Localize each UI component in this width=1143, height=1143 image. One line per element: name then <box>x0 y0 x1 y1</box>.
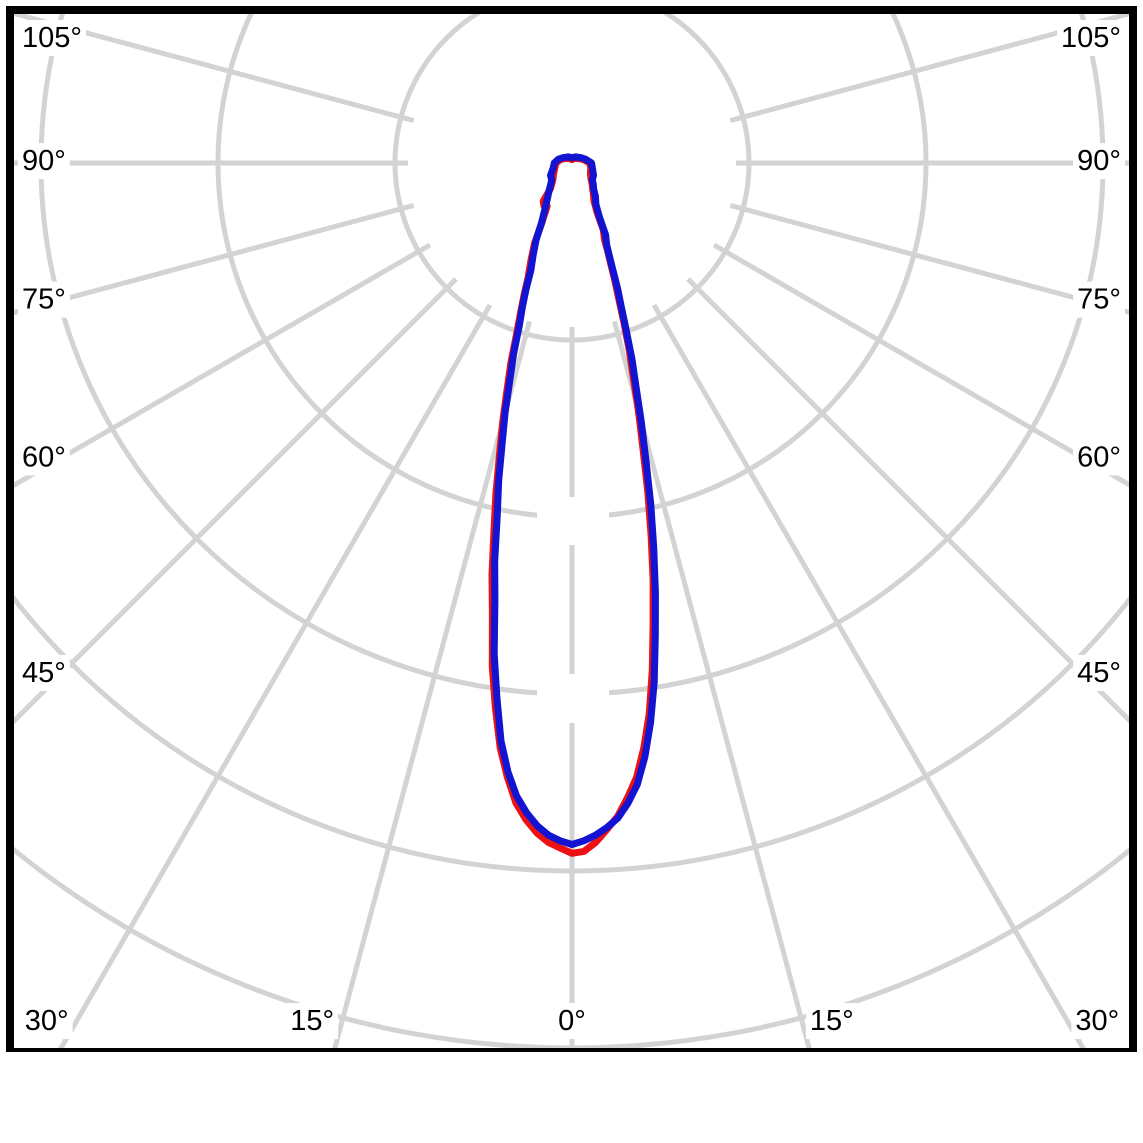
angle-tick-label: 90° <box>1077 145 1121 177</box>
angle-tick-label: 90° <box>22 145 66 177</box>
grid-spoke <box>14 14 415 123</box>
curve-c90-c270 <box>490 153 659 848</box>
angle-tick-label: 45° <box>22 657 66 689</box>
angle-label-backing <box>1073 655 1125 691</box>
grid-spoke <box>14 277 458 725</box>
angle-tick-label: 30° <box>1075 1005 1119 1037</box>
chart-footer: cd/klm C0 - C180 C90 - C270 η=100% <box>0 1052 1143 1143</box>
angle-label-backing <box>18 281 70 318</box>
angle-label-backing <box>554 1003 590 1039</box>
blank-value-mask <box>537 674 609 723</box>
grid-spoke <box>332 320 532 1048</box>
angle-tick-label: 45° <box>1077 657 1121 689</box>
angle-label-backing <box>1073 439 1125 476</box>
angle-label-backing <box>1073 281 1125 318</box>
angle-label-backing <box>1071 1003 1124 1039</box>
angle-tick-label: 30° <box>25 1005 69 1037</box>
grid-spoke <box>729 203 1129 315</box>
angle-label-backing <box>20 1003 73 1039</box>
angle-label-backing <box>805 1003 858 1039</box>
angle-label-backing <box>286 1003 339 1039</box>
angle-label-backing <box>1057 20 1125 56</box>
angle-tick-label: 60° <box>1077 441 1121 473</box>
angle-label-backing <box>18 655 70 691</box>
grid-spoke <box>14 242 432 489</box>
angle-tick-label: 15° <box>290 1005 334 1037</box>
grid-spoke <box>612 320 812 1048</box>
angle-tick-label: 75° <box>22 284 66 316</box>
grid-spoke <box>712 242 1129 488</box>
angle-tick-label: 15° <box>810 1005 854 1037</box>
angle-tick-label: 60° <box>22 441 66 473</box>
grid-spoke <box>58 303 493 1048</box>
angle-label-backing <box>18 439 70 476</box>
grid-spoke <box>729 14 1129 123</box>
angle-tick-label: 0° <box>558 1005 586 1037</box>
angle-label-backing <box>1073 143 1125 179</box>
angle-tick-label: 105° <box>1061 22 1121 54</box>
angle-label-backing <box>18 20 86 56</box>
angle-tick-label: 75° <box>1077 284 1121 316</box>
grid-spoke <box>14 203 415 316</box>
polar-chart-canvas: 105° 90° 75° 60° 45° 30° 15° 0° 15° 30° 45° 60° 75° 9… <box>6 6 1137 1056</box>
blank-value-mask <box>537 497 609 545</box>
grid-spoke <box>651 303 1086 1048</box>
grid-spoke <box>686 277 1129 724</box>
angle-tick-label: 105° <box>22 22 82 54</box>
angle-labels: 105° 90° 75° 60° 45° 30° 15° 0° 15° 30° 45° 60° 75° 9… <box>18 20 1125 1039</box>
angle-label-backing <box>18 143 70 179</box>
